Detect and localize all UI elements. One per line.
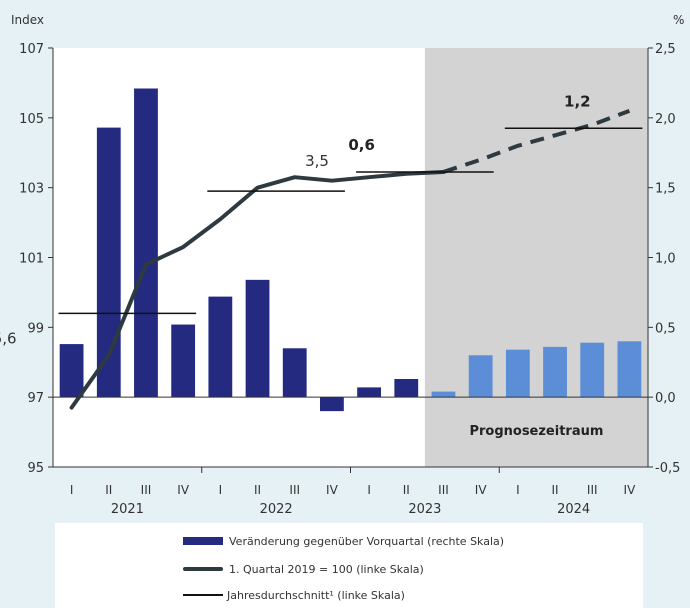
axes: 95 97 99 101 103 105 107 -0,5 0,0 0,5 1,0 1,5 2,0 2,5… <box>19 42 680 517</box>
forecast-label: Prognosezeitraum <box>469 424 603 439</box>
year-label: 2022 <box>260 502 293 517</box>
legend-average-swatch <box>183 594 223 596</box>
quarter-label: II <box>551 483 558 497</box>
year-label: 2024 <box>557 502 590 517</box>
index-line-actual <box>69 169 446 410</box>
left-tick-label: 103 <box>19 182 44 197</box>
bar <box>282 348 307 398</box>
legend-average-label: Jahresdurchschnitt¹ (linke Skala) <box>227 588 405 602</box>
annual-average-series: 5,6 3,5 0,6 1,2 <box>0 92 643 347</box>
legend-line-label: 1. Quartal 2019 = 100 (linke Skala) <box>229 562 424 576</box>
legend-item-average: Jahresdurchschnitt¹ (linke Skala) <box>183 585 405 605</box>
quarter-label: II <box>105 483 112 497</box>
quarter-label: IV <box>475 483 488 497</box>
year-label: 2023 <box>408 502 441 517</box>
quarter-label: III <box>141 483 152 497</box>
legend: Veränderung gegenüber Vorquartal (rechte… <box>55 523 643 608</box>
left-tick-label: 105 <box>19 112 44 127</box>
annual-average-label: 5,6 <box>0 329 17 347</box>
chart: 5,6 3,5 0,6 1,2 95 97 99 101 103 105 107 -0,5 0,0 0,… <box>0 13 684 517</box>
quarter-label: I <box>219 483 223 497</box>
bar <box>617 341 642 398</box>
left-tick-label: 107 <box>19 42 44 57</box>
bar <box>245 279 270 398</box>
right-axis-title: % <box>673 13 684 27</box>
bar <box>543 346 567 398</box>
year-label: 2021 <box>111 502 144 517</box>
bar <box>208 296 233 398</box>
left-tick-label: 95 <box>27 461 44 476</box>
bar <box>394 379 419 398</box>
bar <box>431 391 456 398</box>
bar <box>468 355 493 398</box>
quarter-label: III <box>438 483 449 497</box>
bar <box>171 324 196 398</box>
forecast-region <box>424 48 648 467</box>
index-line-series <box>69 108 631 410</box>
quarter-label: I <box>70 483 74 497</box>
bar-series <box>59 88 642 412</box>
legend-item-line: 1. Quartal 2019 = 100 (linke Skala) <box>183 559 424 579</box>
right-tick-label: -0,5 <box>655 461 680 476</box>
left-tick-label: 101 <box>19 252 44 267</box>
annual-average-label: 0,6 <box>348 136 375 154</box>
right-tick-label: 2,5 <box>655 42 676 57</box>
right-tick-label: 1,0 <box>655 252 676 267</box>
quarter-label: IV <box>177 483 190 497</box>
legend-item-bar: Veränderung gegenüber Vorquartal (rechte… <box>183 531 504 551</box>
right-tick-label: 1,5 <box>655 182 676 197</box>
bar <box>96 127 121 398</box>
quarter-label: I <box>367 483 371 497</box>
left-tick-label: 99 <box>27 321 44 336</box>
legend-line-swatch <box>183 567 223 571</box>
bar <box>134 88 158 398</box>
quarter-label: IV <box>624 483 637 497</box>
right-tick-label: 0,0 <box>655 391 676 406</box>
quarter-label: III <box>289 483 300 497</box>
legend-bar-swatch <box>183 537 223 545</box>
annual-average-label: 3,5 <box>305 152 329 170</box>
left-tick-label: 97 <box>27 391 44 406</box>
index-line-forecast <box>442 108 631 174</box>
legend-bar-label: Veränderung gegenüber Vorquartal (rechte… <box>229 534 505 548</box>
right-tick-label: 2,0 <box>655 112 676 127</box>
bar <box>580 342 605 398</box>
bar <box>357 387 381 398</box>
annual-average-label: 1,2 <box>564 92 591 110</box>
bar <box>505 349 530 398</box>
quarter-label: III <box>587 483 598 497</box>
quarter-label: II <box>403 483 410 497</box>
bar <box>59 344 84 398</box>
quarter-label: II <box>254 483 261 497</box>
quarter-label: IV <box>326 483 339 497</box>
left-axis-title: Index <box>11 13 44 27</box>
bar <box>320 397 344 412</box>
quarter-label: I <box>516 483 520 497</box>
right-tick-label: 0,5 <box>655 321 676 336</box>
